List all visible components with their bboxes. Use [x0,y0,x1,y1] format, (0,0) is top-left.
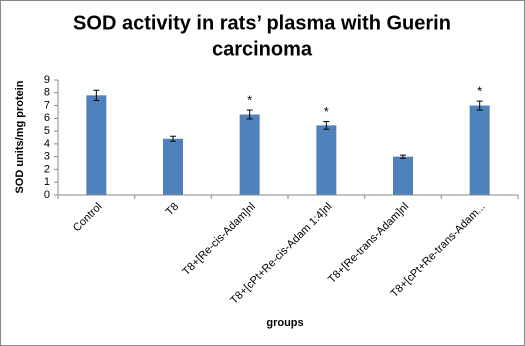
bar [239,114,260,195]
y-tick-label: 5 [44,125,50,137]
y-tick-label: 8 [44,87,50,99]
y-tick-label: 4 [44,138,50,150]
error-bar [93,89,100,101]
y-axis-title: SOD units/mg protein [14,80,26,193]
y-tick-label: 3 [44,151,50,163]
y-tick-label: 7 [44,99,50,111]
error-bar [170,135,176,142]
error-bar [246,109,253,120]
chart-title: carcinoma [212,38,313,60]
significance-marker: * [324,104,329,119]
y-tick-label: 2 [44,163,50,175]
y-tick-label: 6 [44,112,50,124]
error-bar [323,121,330,130]
bar [163,138,183,195]
error-bar [476,100,483,111]
chart-title: SOD activity in rats’ plasma with Guerin [73,12,451,34]
bar [316,125,337,195]
y-tick-label: 0 [44,189,50,201]
bar [393,156,413,195]
x-axis-title: groups [266,317,303,329]
bar [86,95,107,195]
y-tick-label: 1 [44,176,50,188]
significance-marker: * [247,92,252,107]
y-tick-label: 9 [44,74,50,86]
error-bar [400,154,406,159]
significance-marker: * [477,84,482,99]
bar [469,105,490,195]
